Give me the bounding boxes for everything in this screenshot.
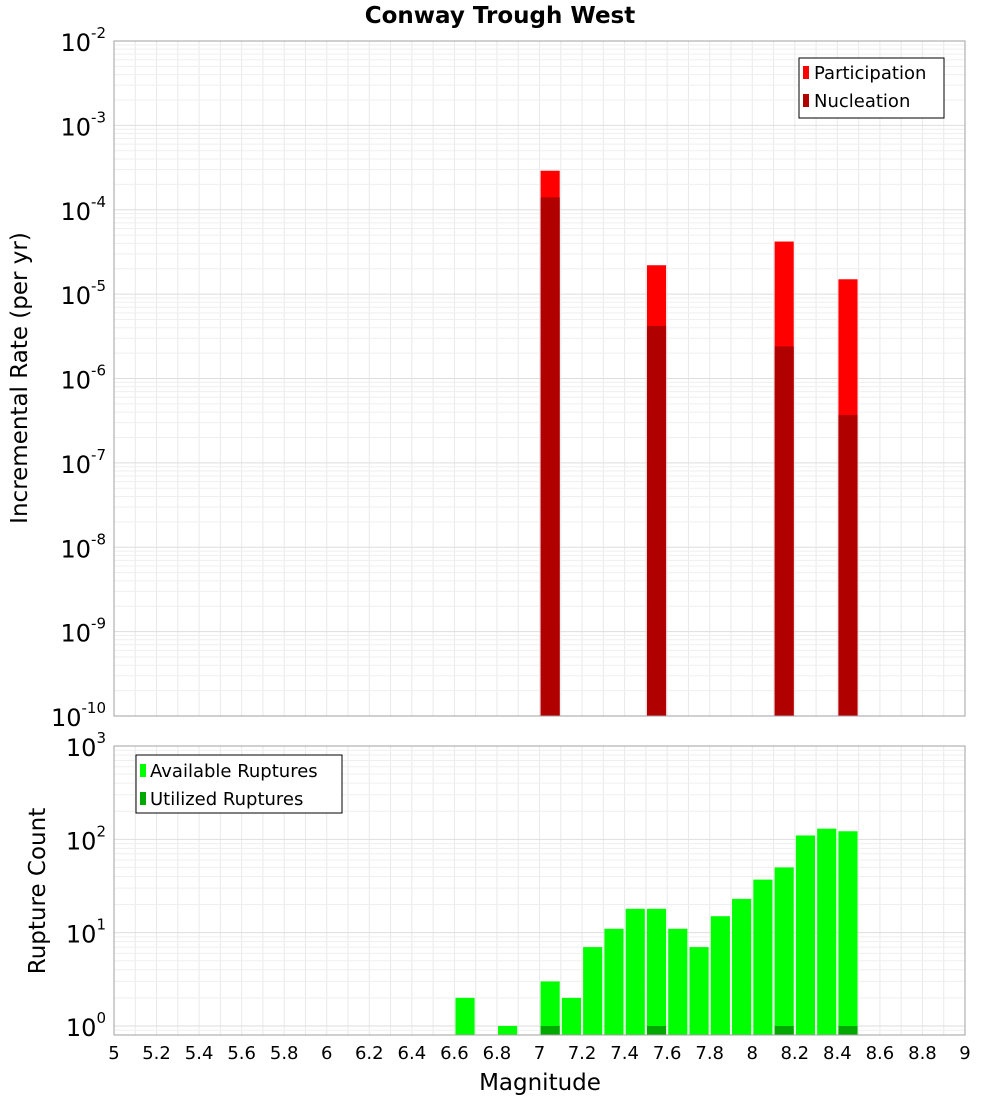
count-plot: 100 101 102 103 5 5.2 5.4 5.6 5.8 6 6.2 6.4 6.6 6.8 7… bbox=[25, 729, 971, 1096]
bar-utilized-ruptures-8.15 bbox=[774, 1025, 794, 1035]
y-tick-label: 10-6 bbox=[60, 362, 106, 395]
rate-legend: Participation Nucleation bbox=[798, 57, 945, 119]
count-legend: Available Ruptures Utilized Ruptures bbox=[135, 754, 343, 814]
bar-available-ruptures-8.45 bbox=[838, 831, 858, 1035]
y-tick-label: 101 bbox=[66, 916, 106, 949]
x-axis-label: Magnitude bbox=[479, 1070, 601, 1096]
x-tick-label: 7.8 bbox=[695, 1043, 724, 1064]
x-tick-label: 5.2 bbox=[142, 1043, 171, 1064]
bar-nucleation-7.05 bbox=[540, 197, 560, 717]
x-tick-label: 6.2 bbox=[355, 1043, 384, 1064]
bar-available-ruptures-8.25 bbox=[795, 835, 816, 1035]
bar-available-ruptures-7.55 bbox=[646, 908, 667, 1035]
y-tick-label: 10-10 bbox=[51, 699, 106, 732]
legend-swatch-participation bbox=[803, 66, 809, 79]
y-tick-label: 10-4 bbox=[60, 193, 106, 226]
bar-available-ruptures-7.45 bbox=[625, 908, 645, 1035]
bar-utilized-ruptures-7.55 bbox=[646, 1025, 667, 1035]
legend-label-utilized: Utilized Ruptures bbox=[150, 789, 303, 810]
chart-title: Conway Trough West bbox=[365, 3, 635, 29]
y-tick-label: 102 bbox=[66, 822, 106, 855]
x-tick-label: 8.6 bbox=[866, 1043, 895, 1064]
legend-swatch-utilized bbox=[140, 792, 146, 805]
y-tick-label: 10-2 bbox=[60, 24, 106, 57]
bar-available-ruptures-7.85 bbox=[710, 916, 730, 1035]
count-plot-y-ticks: 100 101 102 103 bbox=[66, 729, 106, 1042]
x-tick-label: 5 bbox=[108, 1043, 119, 1064]
count-legend-box bbox=[135, 754, 343, 814]
x-tick-label: 8 bbox=[747, 1043, 758, 1064]
bar-available-ruptures-7.05 bbox=[540, 981, 560, 1035]
rate-plot-bars bbox=[540, 170, 858, 717]
x-tick-label: 8.4 bbox=[823, 1043, 852, 1064]
bar-available-ruptures-8.35 bbox=[817, 828, 837, 1035]
bar-available-ruptures-7.95 bbox=[732, 898, 752, 1035]
rate-plot: 10-10 10-9 10-8 10-7 10-6 10-5 10-4 10-3 10-2 In… bbox=[7, 24, 966, 732]
x-tick-label: 6.4 bbox=[398, 1043, 427, 1064]
x-tick-label: 5.6 bbox=[227, 1043, 256, 1064]
y-tick-label: 100 bbox=[66, 1009, 106, 1042]
bar-nucleation-8.15 bbox=[774, 346, 794, 716]
count-plot-x-ticks: 5 5.2 5.4 5.6 5.8 6 6.2 6.4 6.6 6.8 7 7.2 7.4 7.6 7.8 8… bbox=[108, 1043, 970, 1064]
legend-label-participation: Participation bbox=[814, 63, 926, 84]
legend-label-nucleation: Nucleation bbox=[814, 91, 910, 112]
rate-plot-y-ticks: 10-10 10-9 10-8 10-7 10-6 10-5 10-4 10-3 10-2 bbox=[51, 24, 106, 732]
x-tick-label: 6 bbox=[321, 1043, 332, 1064]
x-tick-label: 6.6 bbox=[440, 1043, 469, 1064]
bar-available-ruptures-6.85 bbox=[498, 1025, 518, 1035]
count-plot-bars bbox=[455, 828, 858, 1035]
bar-available-ruptures-7.15 bbox=[561, 997, 581, 1035]
legend-swatch-nucleation bbox=[803, 94, 809, 107]
x-tick-label: 5.8 bbox=[270, 1043, 299, 1064]
bar-available-ruptures-8.05 bbox=[753, 879, 773, 1035]
bar-available-ruptures-7.35 bbox=[604, 928, 624, 1035]
x-tick-label: 6.8 bbox=[483, 1043, 512, 1064]
y-tick-label: 103 bbox=[66, 729, 106, 762]
rate-plot-grid bbox=[113, 41, 966, 717]
legend-label-available: Available Ruptures bbox=[150, 761, 318, 782]
bar-available-ruptures-7.25 bbox=[583, 947, 603, 1035]
bar-nucleation-8.45 bbox=[838, 414, 858, 716]
bar-available-ruptures-7.75 bbox=[689, 947, 709, 1035]
rate-y-axis-label: Incremental Rate (per yr) bbox=[7, 232, 33, 524]
count-y-axis-label: Rupture Count bbox=[25, 808, 51, 974]
y-tick-label: 10-5 bbox=[60, 277, 106, 310]
x-tick-label: 8.8 bbox=[908, 1043, 937, 1064]
count-plot-frame bbox=[113, 745, 966, 1036]
y-tick-label: 10-7 bbox=[60, 446, 106, 479]
x-tick-label: 7 bbox=[534, 1043, 545, 1064]
x-tick-label: 9 bbox=[959, 1043, 970, 1064]
x-tick-label: 7.2 bbox=[568, 1043, 597, 1064]
rate-plot-frame bbox=[113, 40, 966, 717]
bar-nucleation-7.55 bbox=[646, 325, 667, 716]
bar-available-ruptures-6.65 bbox=[455, 997, 475, 1035]
x-tick-label: 5.4 bbox=[185, 1043, 214, 1064]
bar-available-ruptures-7.65 bbox=[668, 928, 688, 1035]
bar-utilized-ruptures-7.05 bbox=[540, 1025, 560, 1035]
bar-available-ruptures-8.15 bbox=[774, 867, 794, 1035]
y-tick-label: 10-9 bbox=[60, 615, 106, 648]
x-tick-label: 8.2 bbox=[780, 1043, 809, 1064]
x-tick-label: 7.4 bbox=[610, 1043, 639, 1064]
x-tick-label: 7.6 bbox=[653, 1043, 682, 1064]
y-tick-label: 10-8 bbox=[60, 530, 106, 563]
rate-legend-box bbox=[798, 57, 945, 119]
bar-utilized-ruptures-8.45 bbox=[838, 1025, 858, 1035]
y-tick-label: 10-3 bbox=[60, 108, 106, 141]
legend-swatch-available bbox=[140, 764, 146, 777]
